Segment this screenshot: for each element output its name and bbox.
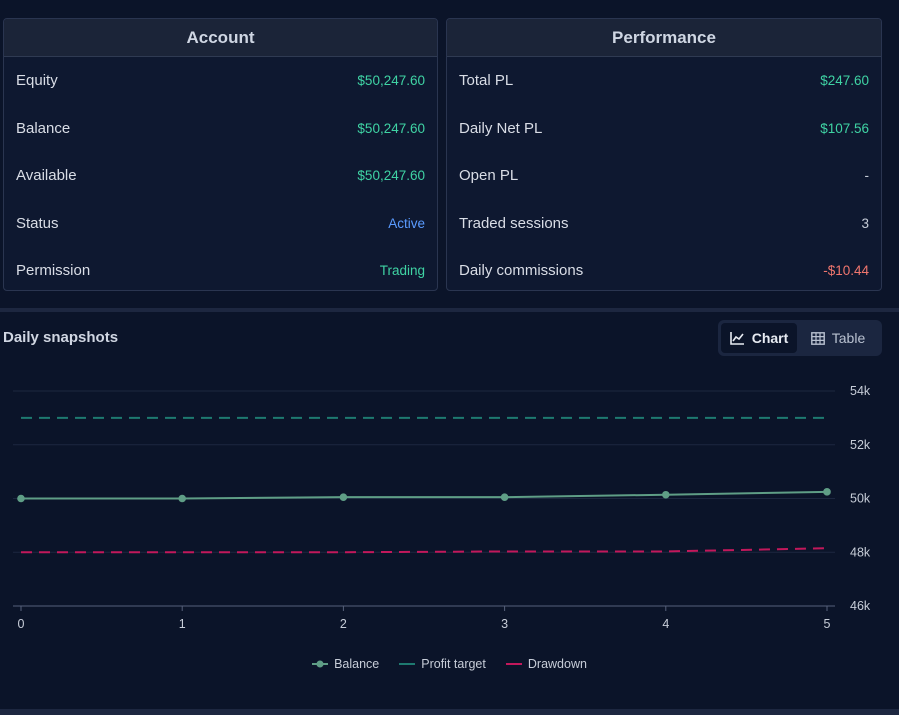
x-tick-label: 4 (662, 617, 669, 631)
legend-item-profit-target[interactable]: Profit target (399, 657, 486, 671)
chart-view-label: Chart (751, 330, 789, 346)
account-row-equity: Equity $50,247.60 (4, 57, 437, 105)
y-tick-label: 52k (850, 438, 871, 452)
x-tick-label: 3 (501, 617, 508, 631)
available-value: $50,247.60 (357, 168, 425, 184)
balance-label: Balance (16, 119, 71, 137)
balance-point (500, 493, 509, 501)
balance-line (21, 490, 828, 500)
performance-row-daily-net-pl: Daily Net PL $107.56 (447, 105, 881, 153)
account-row-status: Status Active (4, 200, 437, 248)
x-tick-label: 2 (340, 617, 347, 631)
performance-row-total-pl: Total PL $247.60 (447, 57, 881, 105)
equity-value: $50,247.60 (357, 73, 425, 89)
permission-label: Permission (16, 262, 91, 280)
chart-legend: Balance Profit target Drawdown (0, 654, 899, 674)
account-card: Account Equity $50,247.60 Balance $50,24… (3, 18, 438, 291)
performance-card: Performance Total PL $247.60 Daily Net P… (446, 18, 882, 291)
traded-sessions-value: 3 (861, 215, 869, 231)
legend-item-balance[interactable]: Balance (312, 657, 379, 671)
total-pl-label: Total PL (459, 72, 514, 90)
chart-view-button[interactable]: Chart (721, 323, 797, 353)
account-row-permission: Permission Trading (4, 247, 437, 290)
table-view-button[interactable]: Table (797, 323, 879, 353)
table-view-label: Table (831, 330, 866, 346)
legend-drawdown-label: Drawdown (527, 657, 587, 671)
daily-snapshots-title: Daily snapshots (3, 329, 119, 346)
performance-row-open-pl: Open PL - (447, 152, 881, 200)
traded-sessions-label: Traded sessions (459, 214, 569, 232)
section-divider (0, 308, 899, 312)
y-tick-label: 50k (850, 492, 871, 506)
performance-title: Performance (447, 19, 881, 57)
open-pl-value: - (864, 168, 870, 184)
legend-item-drawdown[interactable]: Drawdown (505, 657, 587, 671)
performance-row-daily-commissions: Daily commissions -$10.44 (447, 247, 881, 290)
daily-snapshots-chart: 46k 48k 50k 52k 54k 0 1 2 3 4 5 (13, 384, 871, 631)
bottom-divider (0, 709, 899, 715)
balance-legend-marker (312, 660, 329, 668)
daily-commissions-label: Daily commissions (459, 262, 584, 280)
x-tick-label: 1 (179, 617, 186, 631)
y-tick-label: 46k (850, 599, 871, 613)
balance-point (17, 494, 25, 503)
daily-commissions-value: -$10.44 (823, 263, 869, 279)
drawdown-legend-marker (505, 663, 522, 665)
account-title: Account (4, 19, 437, 57)
status-value: Active (388, 215, 425, 231)
performance-row-traded-sessions: Traded sessions 3 (447, 200, 881, 248)
balance-point (823, 488, 831, 496)
balance-point (178, 494, 186, 503)
x-tick-label: 0 (18, 617, 25, 631)
balance-point (662, 490, 670, 499)
table-grid-icon (810, 331, 825, 345)
balance-point (339, 493, 348, 501)
y-tick-label: 48k (850, 545, 871, 559)
equity-label: Equity (16, 72, 58, 90)
account-row-available: Available $50,247.60 (4, 152, 437, 200)
line-chart-icon (729, 331, 745, 345)
daily-net-pl-value: $107.56 (820, 120, 869, 136)
available-label: Available (16, 167, 77, 185)
view-toggle: Chart Table (718, 320, 882, 356)
total-pl-value: $247.60 (820, 73, 869, 89)
account-row-balance: Balance $50,247.60 (4, 105, 437, 153)
legend-balance-label: Balance (334, 657, 380, 671)
x-tick-label: 5 (824, 617, 831, 631)
status-label: Status (16, 214, 59, 232)
open-pl-label: Open PL (459, 167, 519, 185)
profit-target-legend-marker (399, 663, 416, 665)
balance-value: $50,247.60 (357, 120, 425, 136)
permission-value: Trading (379, 263, 425, 279)
drawdown-line (21, 547, 828, 554)
y-tick-label: 54k (850, 384, 871, 398)
legend-profit-target-label: Profit target (421, 657, 486, 671)
daily-net-pl-label: Daily Net PL (459, 119, 543, 137)
